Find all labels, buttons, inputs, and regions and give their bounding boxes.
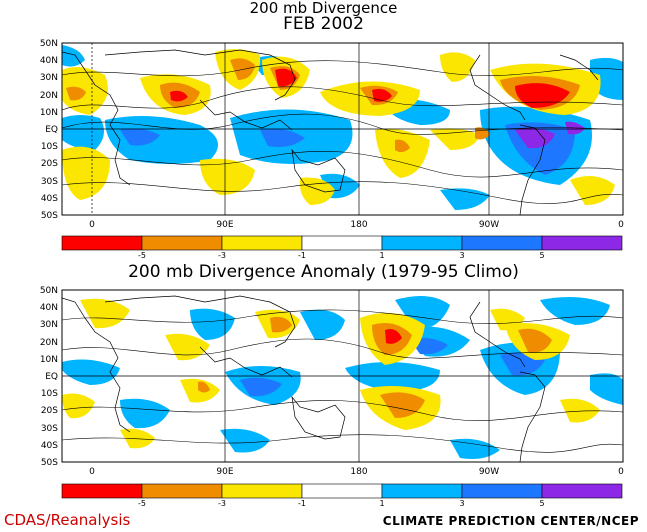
credit-cdas: CDAS/Reanalysis: [4, 511, 131, 529]
top-lat-label: 40N: [40, 56, 58, 66]
bottom-lon-label: 180: [350, 467, 367, 477]
top-colorbar-label: 1: [379, 251, 384, 260]
top-lon-label: 0: [89, 220, 95, 230]
top-lon-label: 0: [618, 220, 624, 230]
bottom-lon-label: 0: [89, 467, 95, 477]
credit-cpc: CLIMATE PREDICTION CENTER/NCEP: [382, 514, 639, 528]
bottom-lat-label: 30N: [40, 320, 58, 330]
bottom-lon-label: 0: [618, 467, 624, 477]
top-lon-label: 90W: [479, 220, 499, 230]
top-lat-label: 50S: [41, 211, 58, 221]
top-divergence-map: [62, 43, 623, 215]
colorbar-swatch: [301, 483, 383, 499]
bottom-lat-label: 10S: [41, 389, 58, 399]
top-lat-label: 50N: [40, 39, 58, 49]
colorbar-swatch: [61, 235, 143, 251]
top-colorbar-label: -5: [138, 251, 146, 260]
bottom-colorbar-label: 1: [379, 499, 384, 508]
top-colorbar: [61, 235, 623, 251]
colorbar-swatch: [141, 483, 223, 499]
colorbar-swatch: [381, 483, 463, 499]
colorbar-swatch: [61, 483, 143, 499]
top-title-line2: FEB 2002: [283, 14, 364, 34]
top-lat-label: 20S: [41, 159, 58, 169]
bottom-colorbar: [61, 483, 623, 499]
colorbar-swatch: [221, 483, 303, 499]
top-lat-label: 10S: [41, 142, 58, 152]
bottom-lat-label: 50S: [41, 458, 58, 468]
top-lon-label: 180: [350, 220, 367, 230]
bottom-lat-label: 50N: [40, 286, 58, 296]
bottom-colorbar-label: 3: [459, 499, 464, 508]
colorbar-swatch: [221, 235, 303, 251]
colorbar-swatch: [141, 235, 223, 251]
bottom-anomaly-map: [62, 290, 623, 462]
bottom-lat-label: EQ: [45, 372, 58, 382]
top-lon-label: 90E: [216, 220, 233, 230]
colorbar-swatch: [381, 235, 463, 251]
bottom-lat-label: 20S: [41, 406, 58, 416]
bottom-lat-label: 40S: [41, 441, 58, 451]
bottom-colorbar-label: 5: [539, 499, 544, 508]
bottom-lat-label: 30S: [41, 424, 58, 434]
top-colorbar-label: 5: [539, 251, 544, 260]
top-map-frame: [61, 42, 624, 216]
colorbar-swatch: [461, 235, 543, 251]
colorbar-swatch: [541, 235, 623, 251]
top-lat-label: 30S: [41, 177, 58, 187]
bottom-map-frame: [61, 289, 624, 463]
bottom-colorbar-label: -1: [298, 499, 306, 508]
bottom-lat-label: 40N: [40, 303, 58, 313]
bottom-lon-label: 90W: [479, 467, 499, 477]
top-lat-label: 10N: [40, 108, 58, 118]
colorbar-swatch: [541, 483, 623, 499]
bottom-colorbar-label: -5: [138, 499, 146, 508]
bottom-lat-label: 20N: [40, 338, 58, 348]
colorbar-swatch: [461, 483, 543, 499]
colorbar-swatch: [301, 235, 383, 251]
bottom-lat-label: 10N: [40, 355, 58, 365]
top-lat-label: EQ: [45, 125, 58, 135]
bottom-colorbar-label: -3: [218, 499, 226, 508]
top-lat-label: 20N: [40, 91, 58, 101]
bottom-lon-label: 90E: [216, 467, 233, 477]
top-colorbar-label: -3: [218, 251, 226, 260]
top-title-line1: 200 mb Divergence: [249, 0, 398, 17]
bottom-title: 200 mb Divergence Anomaly (1979-95 Climo…: [128, 262, 519, 282]
top-colorbar-label: 3: [459, 251, 464, 260]
top-lat-label: 30N: [40, 73, 58, 83]
top-colorbar-label: -1: [298, 251, 306, 260]
top-lat-label: 40S: [41, 194, 58, 204]
